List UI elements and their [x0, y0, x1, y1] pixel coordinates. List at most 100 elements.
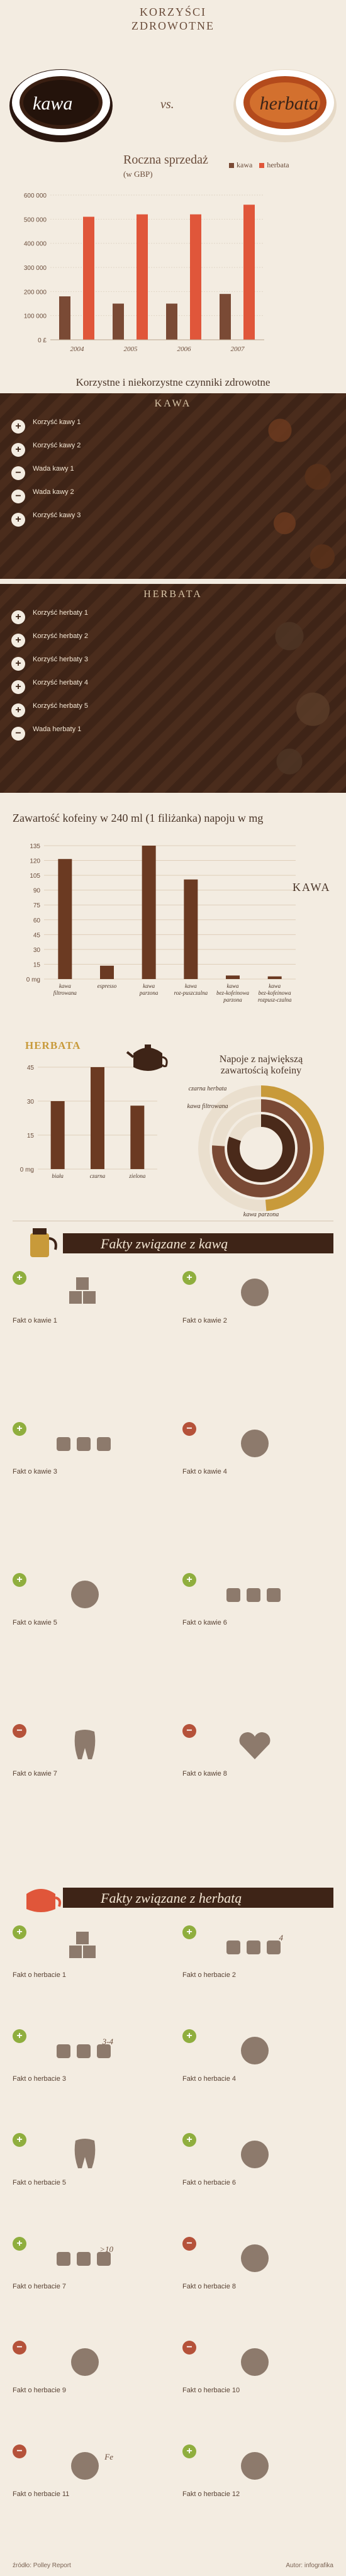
y-tick-label: 60 [33, 917, 41, 924]
tea-factor-list: + Korzyść herbaty 1 + Korzyść herbaty 2 + Kor… [0, 607, 346, 746]
tea_facts-item: + Fakt o herbacie 12 [182, 2444, 333, 2542]
plus-icon: + [11, 513, 25, 527]
coffee_facts-text: Fakt o kawie 5 [13, 1619, 57, 1627]
coffee_facts-text: Fakt o kawie 2 [182, 1317, 227, 1324]
sales-legend: kawa herbata [224, 160, 289, 170]
coffee-label: kawa [33, 93, 73, 114]
bar-kawa-2005 [113, 303, 124, 340]
tea_facts-text: Fakt o herbacie 8 [182, 2283, 236, 2290]
y-tick-label: 0 mg [20, 1167, 34, 1173]
tea-facts-banner: Fakty związane z herbatą [0, 1881, 346, 1914]
x-tick-label: bez-kofeinowa [259, 990, 291, 996]
y-tick-label: 135 [30, 843, 40, 850]
tea-kettle-icon [26, 1889, 62, 1912]
coffee-cup-image [9, 69, 113, 142]
cup-shape [77, 2044, 91, 2058]
y-tick-label: 15 [33, 961, 41, 968]
minus-icon: − [11, 490, 25, 503]
cup-shape [77, 2252, 91, 2266]
y-tick-label: 400 000 [24, 241, 47, 248]
x-tick-label: filtrowana [53, 990, 77, 996]
tea-facts-bar [63, 1888, 333, 1908]
coffee-factor-list: + Korzyść kawy 1 + Korzyść kawy 2− Wada kawy… [0, 416, 346, 532]
tea-factor-row: + Korzyść herbaty 2 [11, 630, 252, 653]
tea-cup-image [233, 69, 337, 142]
bar-zielona [130, 1106, 145, 1169]
y-tick-label: 0 mg [26, 977, 40, 983]
coffee_facts-item: + Fakt o kawie 2 [182, 1271, 333, 1416]
cup-shape [247, 1588, 260, 1602]
clock-icon [241, 1430, 269, 1457]
plus-icon: + [13, 1573, 26, 1587]
y-tick-label: 200 000 [24, 289, 47, 296]
coffee-facts-banner: Fakty związane z kawą [0, 1227, 346, 1260]
tea-leaves-image [252, 584, 346, 793]
tea_facts-item: +4 Fakt o herbacie 2 [182, 1925, 333, 2023]
coffee_facts-text: Fakt o kawie 7 [13, 1770, 57, 1778]
heart-shape [239, 1732, 271, 1759]
tea-factor-row: + Korzyść herbaty 5 [11, 700, 252, 723]
cup-shape [77, 1437, 91, 1451]
x-tick-label: parzona [139, 990, 159, 996]
tea-factor-text: Korzyść herbaty 5 [33, 702, 89, 710]
bar-herbata-2005 [137, 214, 148, 340]
tea_facts-text: Fakt o herbacie 12 [182, 2490, 240, 2498]
minus-icon: − [11, 466, 25, 480]
cup-shape [247, 1940, 260, 1954]
icon-shape [241, 2244, 269, 2272]
minus-icon: − [13, 1724, 26, 1738]
minus-icon: − [13, 2444, 26, 2458]
footer-source: źródło: Polley Report [13, 2562, 71, 2569]
x-tick-label: czarna [90, 1173, 106, 1179]
coffee-facts-bar [63, 1233, 333, 1253]
title-line-2: ZDROWOTNE [131, 20, 215, 32]
hero-section: KORZYŚCI ZDROWOTNE kawa vs. herbata [0, 0, 346, 148]
coffee_facts-item: + Fakt o kawie 3 [13, 1422, 164, 1567]
tea_facts-item: + Fakt o herbacie 6 [182, 2133, 333, 2231]
plus-icon: + [13, 1925, 26, 1939]
x-tick-label: kawa [185, 983, 197, 989]
coffee-factor-row: + Korzyść kawy 2 [11, 439, 252, 462]
tea_facts-text: Fakt o herbacie 3 [13, 2075, 66, 2083]
x-tick-label: roz-puszczalna [174, 990, 208, 996]
coffee_facts-item: + Fakt o kawie 6 [182, 1573, 333, 1718]
tea-panel-heading: HERBATA [143, 589, 203, 600]
cup-shape [226, 1588, 240, 1602]
cube-shape [69, 1291, 82, 1304]
plus-icon: + [11, 657, 25, 671]
pulse-icon [241, 2452, 269, 2480]
coffee-factor-row: + Korzyść kawy 1 [11, 416, 252, 439]
y-tick-label: 105 [30, 873, 40, 880]
coffee-factor-text: Korzyść kawy 3 [33, 512, 81, 519]
coffee-beans-image [252, 393, 346, 579]
tea-label: herbata [259, 93, 318, 114]
legend-swatch-coffee [229, 163, 234, 169]
tea-factor-row: + Korzyść herbaty 3 [11, 653, 252, 676]
coffee-cups-row-icon [226, 1588, 281, 1602]
coffee-factors-panel: KAWA + Korzyść kawy 1 + Korzyść kawy 2− Wada… [0, 393, 346, 579]
donut-title-line-2: zawartością kofeiny [220, 1065, 302, 1076]
stomach-icon [71, 2348, 99, 2376]
tea-factor-row: + Korzyść herbaty 4 [11, 676, 252, 700]
coffee-chart-label: KAWA [293, 881, 331, 893]
y-tick-label: 600 000 [24, 193, 47, 199]
title-line-1: KORZYŚCI [139, 6, 206, 18]
tea_facts-item: − Fe Fakt o herbacie 11 [13, 2444, 164, 2542]
cups-icon [57, 1437, 111, 1451]
y-tick-label: 120 [30, 858, 40, 865]
y-tick-label: 30 [33, 947, 41, 954]
bar-kawa-2006 [166, 303, 177, 340]
icon-shape [241, 2452, 269, 2480]
plus-icon: + [13, 2029, 26, 2043]
head-silhouette-icon [71, 1581, 99, 1608]
x-tick-label: 2007 [231, 345, 245, 353]
donut-slice-czarna-herbata [198, 1085, 324, 1211]
tooth-icon [74, 2139, 96, 2168]
tea_facts-item: + Fakt o herbacie 5 [13, 2133, 164, 2231]
sales-bar-chart: 0 £ 100 000 200 000 300 000 400 000 500 000 60… [24, 193, 264, 353]
donut-title-line-1: Napoje z największą [219, 1054, 303, 1065]
tea-factor-row: − Wada herbaty 1 [11, 723, 252, 746]
cube-shape [76, 1277, 89, 1290]
plus-icon: + [11, 420, 25, 434]
legend-label-coffee: kawa [237, 160, 253, 169]
